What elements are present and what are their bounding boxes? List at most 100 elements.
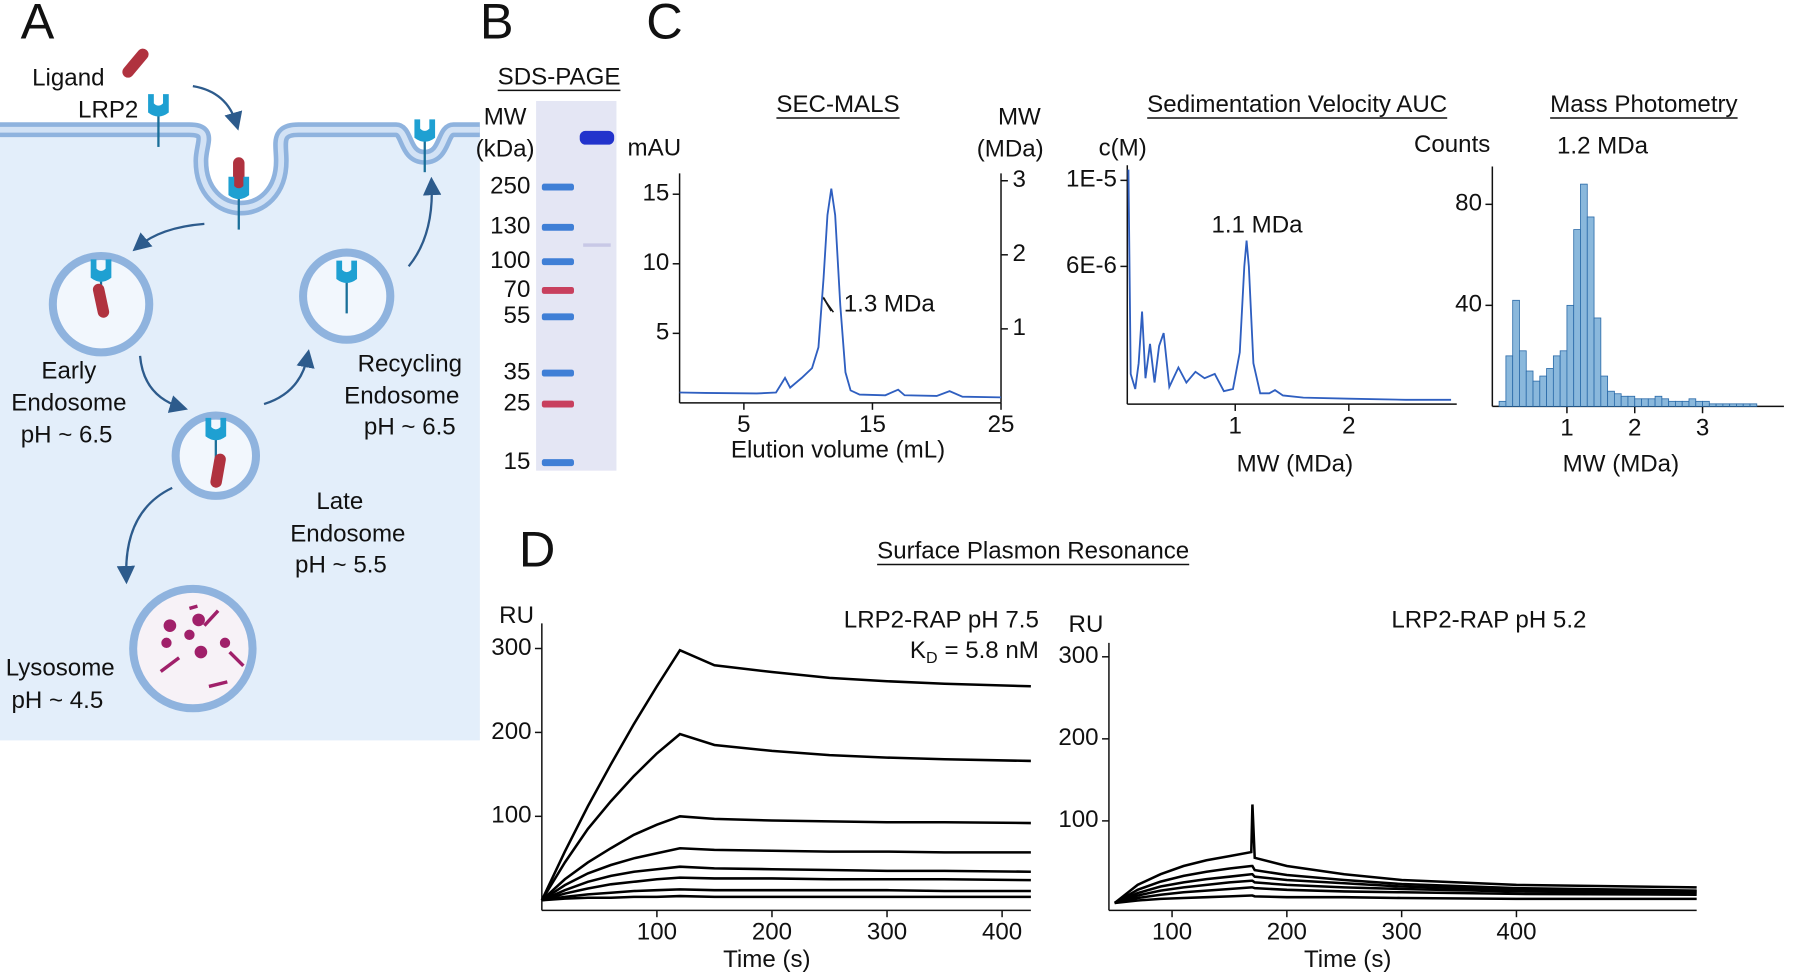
gel-axis-label: (kDa): [476, 136, 535, 163]
histogram-bar: [1681, 400, 1690, 407]
annotation: 1.3 MDa: [844, 291, 936, 318]
annotation: 1.1 MDa: [1211, 212, 1303, 239]
histogram-bar: [1552, 355, 1561, 407]
x-tick-label: 300: [1382, 919, 1422, 946]
y2-tick-label: 3: [1012, 166, 1025, 193]
panel-label: C: [646, 0, 682, 50]
histogram-bar: [1593, 317, 1602, 407]
chart-title: Mass Photometry: [1550, 91, 1737, 118]
data-line: [1114, 886, 1697, 905]
histogram-bar: [1695, 400, 1703, 407]
y-tick-label: 5: [656, 319, 669, 346]
gel-axis-label: MW: [484, 104, 527, 131]
x-tick-label: 25: [988, 411, 1015, 438]
data-line: [1114, 872, 1697, 905]
histogram-bar: [1573, 229, 1581, 407]
ladder-label: 15: [504, 448, 531, 475]
histogram-bar: [1586, 216, 1595, 407]
y-tick-label: 15: [642, 180, 669, 207]
x-axis-label: MW (MDa): [1237, 450, 1353, 477]
data-line: [822, 297, 833, 312]
lysosome-label: Lysosome: [6, 655, 115, 682]
faint-band: [583, 243, 611, 247]
data-line: [540, 815, 1031, 902]
section-title: Surface Plasmon Resonance: [877, 538, 1189, 565]
histogram-bar: [1607, 390, 1615, 407]
histogram-bar: [1668, 400, 1676, 407]
x-tick-label: 15: [859, 411, 886, 438]
data-line: [541, 876, 1031, 902]
histogram-bar: [1519, 350, 1527, 407]
recycling-label: Recycling: [358, 350, 462, 377]
panel-label: D: [519, 521, 555, 578]
ladder-band: [541, 459, 574, 467]
data-line: [1127, 169, 1452, 401]
kd-value: = 5.8 nM: [944, 637, 1038, 664]
early-label: Endosome: [11, 389, 126, 416]
data-line: [1114, 894, 1697, 905]
histogram-bar: [1675, 400, 1683, 407]
early-label: Early: [41, 357, 96, 384]
data-line: [1114, 864, 1697, 905]
histogram-bar: [1722, 403, 1731, 407]
ligand-icon: [120, 46, 151, 81]
y-tick-label: 100: [1058, 806, 1098, 833]
x-tick-label: 400: [982, 919, 1022, 946]
receptor-label: LRP2: [78, 97, 138, 124]
panel-label: A: [21, 0, 55, 50]
histogram-bar: [1715, 403, 1724, 407]
ladder-band: [541, 313, 574, 321]
late-label: pH ~ 5.5: [295, 551, 387, 578]
ladder-band: [541, 223, 574, 231]
y-axis-label: RU: [1069, 611, 1104, 638]
annotation: LRP2-RAP pH 5.2: [1391, 606, 1586, 633]
kd-subscript: D: [926, 649, 938, 667]
gel-title: SDS-PAGE: [498, 63, 621, 90]
x-tick-label: 100: [637, 919, 677, 946]
y-axis-label: mAU: [628, 135, 682, 162]
histogram-bar: [1729, 403, 1737, 407]
histogram-bar: [1532, 380, 1541, 407]
ladder-label: 250: [490, 172, 530, 199]
histogram-bar: [1702, 400, 1710, 407]
chart-title: Sedimentation Velocity AUC: [1147, 91, 1447, 118]
data-line: [541, 865, 1031, 902]
ligand-label: Ligand: [32, 65, 104, 92]
x-axis-label: MW (MDa): [1563, 450, 1679, 477]
histogram-bar: [1600, 375, 1609, 407]
lysosome-contents: [159, 604, 245, 689]
histogram-bar: [1620, 395, 1629, 407]
y-tick-label: 300: [491, 634, 531, 661]
panel-label: B: [480, 0, 514, 50]
x-axis-label: Time (s): [1304, 946, 1391, 973]
histogram-bar: [1736, 403, 1744, 407]
x-axis-label: Elution volume (mL): [731, 437, 945, 464]
x-tick-label: 5: [737, 411, 750, 438]
gel: [536, 101, 617, 471]
x-tick-label: 300: [867, 919, 907, 946]
histogram-bar: [1539, 375, 1547, 407]
y2-axis-label: MW: [998, 104, 1041, 131]
ladder-band: [541, 369, 574, 377]
data-line: [1114, 879, 1697, 905]
x-tick-label: 3: [1696, 415, 1709, 442]
histogram-bar: [1566, 304, 1575, 407]
x-axis-label: Time (s): [723, 946, 810, 973]
chart-title: SEC-MALS: [776, 91, 899, 118]
histogram-bar: [1661, 398, 1670, 407]
y-tick-label: 1E-5: [1066, 166, 1117, 193]
x-tick-label: 200: [752, 919, 792, 946]
x-tick-label: 2: [1342, 412, 1355, 439]
x-tick-label: 200: [1267, 919, 1307, 946]
recycling-label: pH ~ 6.5: [364, 414, 456, 441]
ladder-label: 130: [490, 213, 530, 240]
y-tick-label: 200: [1058, 724, 1098, 751]
ladder-label: 25: [504, 389, 531, 416]
histogram-bar: [1708, 403, 1717, 407]
y2-tick-label: 1: [1012, 314, 1025, 341]
histogram-bar: [1742, 403, 1751, 407]
kd-label: KD = 5.8 nM: [910, 637, 1039, 667]
histogram-bar: [1654, 395, 1663, 407]
ladder-label: 70: [504, 276, 531, 303]
data-line: [541, 846, 1031, 902]
